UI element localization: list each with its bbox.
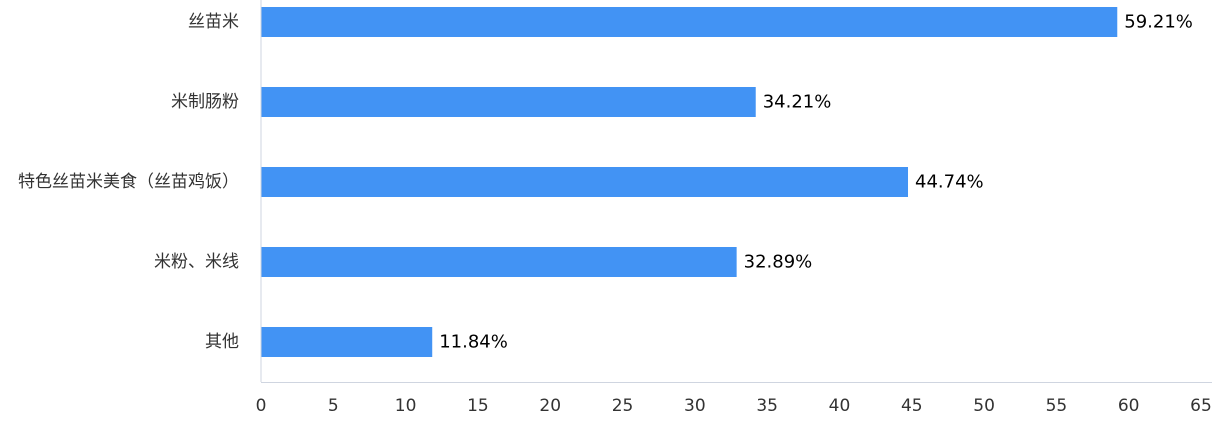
x-tick-label-13: 65 <box>1190 396 1212 416</box>
x-tick-label-0: 0 <box>256 396 267 416</box>
x-tick-label-8: 40 <box>829 396 851 416</box>
bar-3 <box>261 247 737 277</box>
data-label-3: 32.89% <box>744 252 813 273</box>
x-tick-label-10: 50 <box>973 396 995 416</box>
x-tick-label-2: 10 <box>395 396 417 416</box>
bar-4 <box>261 327 433 357</box>
x-tick-label-6: 30 <box>684 396 706 416</box>
category-label-2: 特色丝苗米美食（丝苗鸡饭） <box>18 172 239 192</box>
bars-group <box>261 7 1118 357</box>
data-label-1: 34.21% <box>763 92 832 113</box>
data-label-4: 11.84% <box>439 332 508 353</box>
data-label-2: 44.74% <box>915 172 984 193</box>
category-label-0: 丝苗米 <box>188 12 239 32</box>
category-label-1: 米制肠粉 <box>171 92 239 112</box>
bar-0 <box>261 7 1118 37</box>
category-label-3: 米粉、米线 <box>154 252 239 272</box>
x-tick-label-11: 55 <box>1046 396 1068 416</box>
x-tick-label-7: 35 <box>756 396 778 416</box>
x-axis-ticks: 0 5 10 15 20 25 30 35 40 45 50 55 60 65 <box>256 396 1212 416</box>
x-tick-label-4: 20 <box>539 396 561 416</box>
x-tick-label-5: 25 <box>612 396 634 416</box>
x-tick-label-1: 5 <box>328 396 339 416</box>
bar-2 <box>261 167 909 197</box>
bar-1 <box>261 87 756 117</box>
x-tick-label-12: 60 <box>1118 396 1140 416</box>
x-tick-label-3: 15 <box>467 396 489 416</box>
data-label-0: 59.21% <box>1124 12 1193 33</box>
x-tick-label-9: 45 <box>901 396 923 416</box>
data-labels: 59.21% 34.21% 44.74% 32.89% 11.84% <box>439 12 1193 353</box>
category-label-4: 其他 <box>205 332 239 352</box>
